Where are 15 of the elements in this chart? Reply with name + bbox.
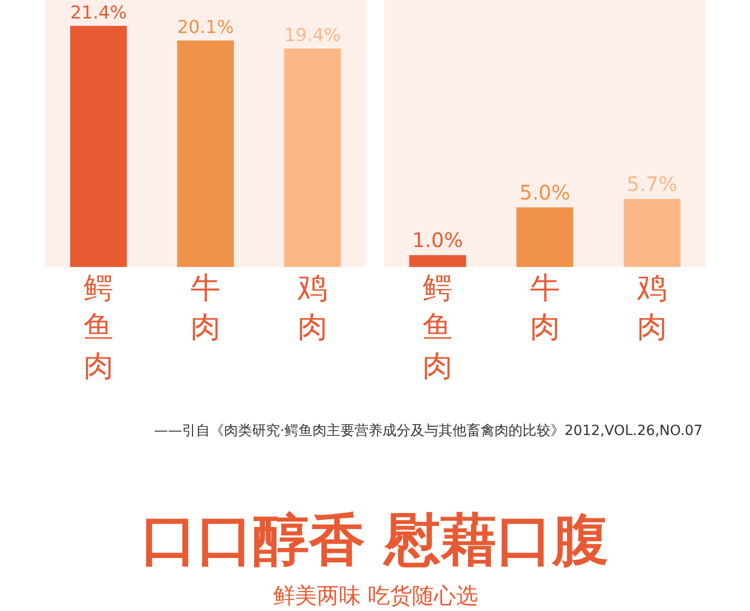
data-label: 5.7% [626, 172, 678, 196]
data-label: 5.0% [519, 180, 570, 204]
x-tick-label: 鸡肉 [636, 271, 668, 345]
x-tick-label: 鸡肉 [296, 271, 328, 345]
data-label: 1.0% [412, 228, 464, 252]
x-tick-label: 牛肉 [530, 271, 560, 345]
text: ——引自《肉类研究·鳄鱼肉主要营养成分及与其他畜禽肉的比较》2012,VOL.26,NO.07 [154, 422, 703, 439]
text: 口口醇香 慰藉口腹 [141, 508, 608, 573]
data-label: 19.4% [284, 24, 341, 46]
text: 鲜美两味 吃货随心选 [273, 584, 478, 609]
x-tick-label: 鳄鱼肉 [84, 271, 114, 384]
x-tick-label: 鳄鱼肉 [422, 271, 453, 384]
data-label: 21.4% [70, 2, 127, 24]
data-label: 20.1% [177, 17, 234, 38]
x-tick-label: 牛肉 [190, 271, 220, 345]
